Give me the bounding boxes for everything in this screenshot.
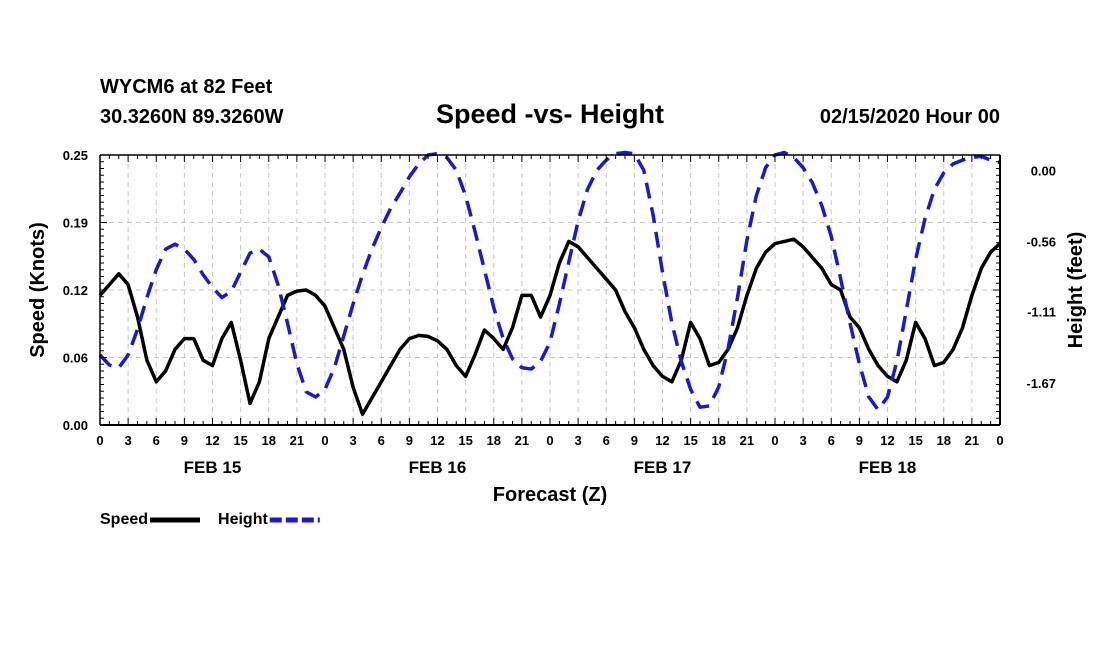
x-tick-label: 6 — [603, 433, 610, 448]
x-tick-label: 3 — [800, 433, 807, 448]
forecast-datetime: 02/15/2020 Hour 00 — [819, 106, 1000, 128]
series-layer — [98, 150, 1002, 416]
x-tick-label: 21 — [290, 433, 304, 448]
date-label: FEB 16 — [409, 458, 467, 477]
grid — [100, 155, 1000, 425]
x-tick-label: 12 — [880, 433, 894, 448]
y2-tick-label: 0.00 — [1031, 163, 1056, 178]
height-line — [98, 150, 1001, 412]
x-tick-label: 15 — [683, 433, 697, 448]
legend-label-speed: Speed — [100, 511, 148, 528]
y-tick-label: 0.12 — [63, 283, 88, 298]
y-tick-label: 0.06 — [63, 351, 88, 366]
y2-tick-label: -1.11 — [1027, 305, 1056, 320]
x-tick-label: 12 — [430, 433, 444, 448]
legend-label-height: Height — [218, 511, 268, 528]
x-tick-label: 3 — [575, 433, 582, 448]
speed-line — [98, 237, 1002, 416]
x-tick-label: 6 — [378, 433, 385, 448]
y-tick-label: 0.25 — [63, 148, 88, 163]
y-tick-label: 0.00 — [63, 418, 88, 433]
x-tick-label: 0 — [771, 433, 778, 448]
x-tick-label: 3 — [125, 433, 132, 448]
coordinates-label: 30.3260N 89.3260W — [100, 106, 284, 128]
date-label: FEB 15 — [184, 458, 242, 477]
x-tick-label: 6 — [153, 433, 160, 448]
x-tick-label: 15 — [233, 433, 247, 448]
x-tick-label: 0 — [96, 433, 103, 448]
x-tick-label: 6 — [828, 433, 835, 448]
y2-axis-title: Height (feet) — [1065, 232, 1087, 349]
date-label: FEB 17 — [634, 458, 692, 477]
x-tick-label: 9 — [631, 433, 638, 448]
x-tick-label: 15 — [908, 433, 922, 448]
chart-title: Speed -vs- Height — [435, 99, 665, 129]
x-tick-label: 18 — [937, 433, 951, 448]
x-tick-label: 18 — [262, 433, 276, 448]
legend: Speed Height — [100, 511, 320, 528]
y-axis-title: Speed (Knots) — [27, 222, 49, 358]
x-tick-label: 12 — [655, 433, 669, 448]
x-tick-label: 18 — [487, 433, 501, 448]
y2-tick-label: -1.67 — [1026, 376, 1056, 391]
station-label: WYCM6 at 82 Feet — [100, 76, 273, 98]
x-tick-label: 12 — [205, 433, 219, 448]
x-tick-label: 9 — [181, 433, 188, 448]
x-tick-label: 21 — [740, 433, 754, 448]
x-tick-label: 18 — [712, 433, 726, 448]
y2-tick-label: -0.56 — [1026, 235, 1056, 250]
x-tick-label: 3 — [350, 433, 357, 448]
tick-layer — [99, 154, 1001, 426]
x-axis-title: Forecast (Z) — [493, 484, 607, 506]
x-tick-label: 21 — [965, 433, 979, 448]
date-label: FEB 18 — [859, 458, 917, 477]
x-tick-label: 9 — [856, 433, 863, 448]
x-tick-label: 0 — [321, 433, 328, 448]
label-layer: 0 3 6 9 12 15 18 21 0 3 6 9 12 15 18 21 0 3 6 9 12 15 18 21 0 3 6 9… — [27, 148, 1087, 506]
x-tick-label: 9 — [406, 433, 413, 448]
x-tick-label: 15 — [458, 433, 472, 448]
x-tick-label: 21 — [515, 433, 529, 448]
x-tick-label: 0 — [996, 433, 1003, 448]
x-tick-label: 0 — [546, 433, 553, 448]
y-tick-label: 0.19 — [63, 216, 88, 231]
